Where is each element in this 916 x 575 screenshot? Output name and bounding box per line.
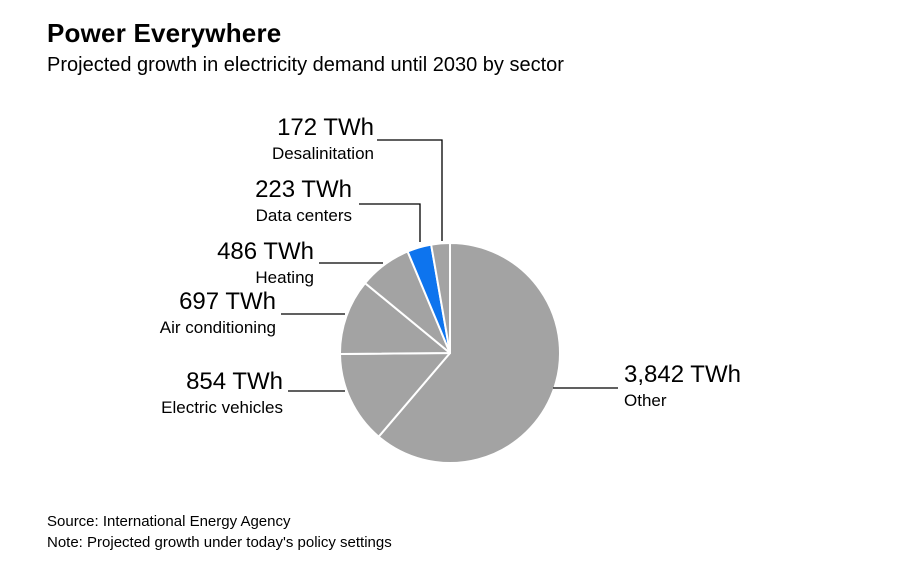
slice-label-electric-vehicles: 854 TWh Electric vehicles <box>161 368 283 419</box>
leader-line-desalinitation <box>377 139 443 241</box>
source-text: Source: International Energy Agency <box>47 513 291 530</box>
pie-slice-electric-vehicles <box>339 352 451 438</box>
slice-value-other: 3,842 TWh <box>624 361 741 388</box>
chart-footer: Source: International Energy Agency Note… <box>47 511 392 553</box>
note-text: Note: Projected growth under today's pol… <box>47 534 392 551</box>
chart-title: Power Everywhere <box>47 18 282 48</box>
slice-label-heating: 486 TWh Heating <box>217 238 314 289</box>
pie-slice-other <box>377 242 561 464</box>
pie-slice-desalinitation <box>430 242 451 354</box>
leader-lines-group <box>281 139 618 392</box>
leader-line-data-centers <box>359 203 421 242</box>
slice-value-desalinitation: 172 TWh <box>277 114 374 141</box>
slice-name-data-centers: Data centers <box>255 206 352 225</box>
slice-label-air-conditioning: 697 TWh Air conditioning <box>160 288 276 339</box>
slice-name-air-conditioning: Air conditioning <box>159 318 276 337</box>
slice-name-electric-vehicles: Electric vehicles <box>161 398 283 417</box>
slice-label-other: 3,842 TWh Other <box>624 361 741 412</box>
chart-subtitle: Projected growth in electricity demand u… <box>47 54 564 76</box>
slice-value-air-conditioning: 697 TWh <box>179 288 276 315</box>
slice-value-electric-vehicles: 854 TWh <box>186 368 283 395</box>
pie-slice-air-conditioning <box>339 282 451 356</box>
slice-name-heating: Heating <box>255 268 314 287</box>
slice-name-other: Other <box>624 391 667 410</box>
slice-value-data-centers: 223 TWh <box>255 176 352 203</box>
pie-slices-group <box>339 242 561 464</box>
slice-value-heating: 486 TWh <box>217 238 314 265</box>
slice-label-desalinitation: 172 TWh Desalinitation <box>272 114 374 165</box>
slice-label-data-centers: 223 TWh Data centers <box>255 176 352 227</box>
slice-name-desalinitation: Desalinitation <box>271 144 374 163</box>
